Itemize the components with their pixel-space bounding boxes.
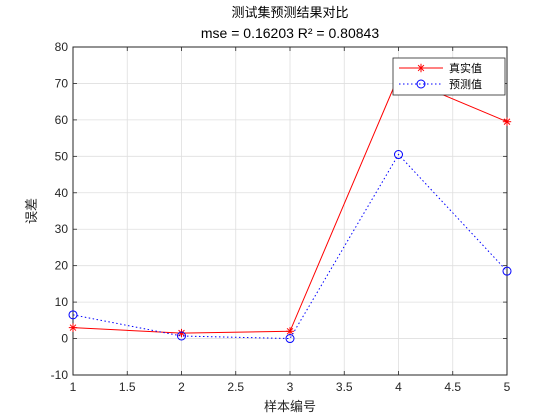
x-axis-label: 样本编号 [264,400,316,415]
legend-label-predicted: 预测值 [449,78,482,91]
x-tick-label: 3 [287,380,294,394]
data-point-actual [502,117,512,126]
x-tick-label: 2 [178,380,185,394]
legend-marker-predicted [416,79,426,89]
x-tick-label: 1.5 [119,380,136,394]
x-tick-label: 3.5 [336,380,353,394]
data-point-predicted [394,150,403,160]
data-point-predicted [502,266,512,276]
y-tick-label: -10 [51,368,69,382]
legend-label-actual: 真实值 [449,61,482,75]
marker-stroke [178,329,185,337]
legend-box [392,57,506,96]
y-tick-label: 80 [55,40,69,54]
axis-ticks: 1 1.5 2 2.5 3 3.5 4 4.5 5 -10 0 10 20 30 40 50 60 70 80 [51,40,511,394]
y-tick-label: 0 [61,332,68,346]
legend-marker-actual [416,63,426,73]
y-tick-label: 40 [55,186,69,200]
y-tick-label: 60 [55,113,69,127]
y-tick-label: 20 [55,259,69,273]
marker-stroke [286,327,294,335]
marker-stroke [503,118,511,126]
y-tick-label: 50 [55,149,69,163]
marker-stroke [69,324,77,331]
chart-title: 测试集预测结果对比 [231,5,348,21]
chart-subtitle: mse = 0.16203 R² = 0.80843 [201,25,379,41]
y-axis-label: 误差 [25,198,40,224]
x-tick-label: 4 [395,380,402,394]
marker-stroke [417,64,425,72]
y-tick-label: 10 [55,295,69,309]
data-point-actual [68,323,78,332]
grid-lines [72,46,508,376]
data-point-predicted [68,310,78,320]
x-tick-label: 2.5 [227,380,244,394]
x-tick-label: 4.5 [444,380,461,394]
data-point-predicted [285,334,295,344]
y-tick-label: 30 [55,222,69,236]
x-tick-label: 5 [504,380,511,394]
y-tick-label: 70 [55,76,69,90]
data-point-predicted [177,331,186,341]
x-tick-label: 1 [70,380,77,394]
